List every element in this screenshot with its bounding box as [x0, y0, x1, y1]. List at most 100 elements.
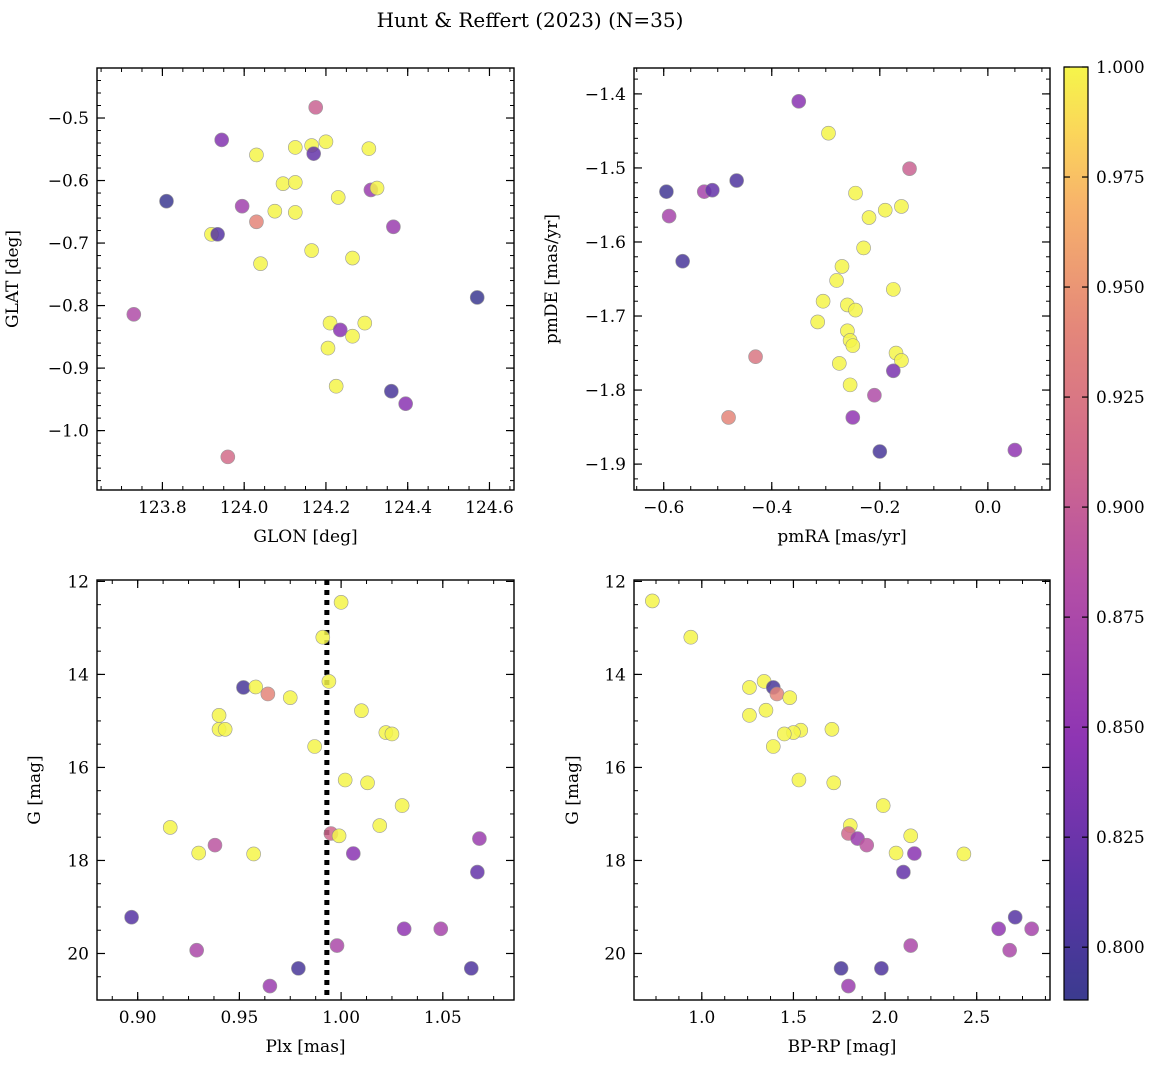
scatter-point [742, 708, 757, 723]
scatter-point [833, 961, 849, 976]
scatter-point [831, 356, 847, 371]
x-tick-label: 123.8 [138, 498, 187, 518]
scatter-point [126, 307, 142, 322]
x-axis-label: pmRA [mas/yr] [777, 527, 906, 547]
y-axis-label: GLAT [deg] [3, 230, 23, 328]
scatter-point [1024, 921, 1039, 937]
colorbar-gradient [1064, 67, 1088, 1000]
scatter-point [214, 132, 229, 148]
scatter-point [1002, 942, 1017, 958]
scatter-point [306, 146, 321, 161]
scatter-point [398, 396, 413, 412]
scatter-point [308, 100, 324, 115]
x-tick-label: 1.05 [424, 1008, 462, 1028]
scatter-point [328, 378, 344, 394]
scatter-point [902, 161, 917, 176]
scatter-point [874, 961, 889, 976]
y-tick-label: 20 [67, 944, 89, 964]
y-tick-label: −1.7 [585, 307, 626, 327]
x-axis-label: Plx [mas] [265, 1037, 345, 1057]
scatter-point [463, 961, 479, 976]
scatter-point [776, 726, 792, 742]
axes-frame [96, 579, 515, 1001]
scatter-point [260, 686, 276, 702]
x-tick-label: 124.6 [465, 498, 514, 518]
scatter-point [372, 818, 388, 833]
y-tick-label: −0.9 [48, 359, 89, 379]
x-tick-label: 2.5 [963, 1008, 990, 1028]
colorbar-tick-label: 0.950 [1096, 278, 1145, 298]
scatter-point [287, 205, 303, 220]
y-tick-label: 16 [604, 758, 626, 778]
scatter-point [758, 702, 774, 718]
scatter-point [333, 595, 349, 610]
scatter-point [246, 846, 261, 862]
scatter-point [331, 828, 347, 844]
y-tick-label: −1.4 [585, 85, 626, 105]
scatter-point [886, 363, 901, 379]
scatter-point [903, 938, 919, 953]
scatter-point [765, 739, 781, 754]
scatter-point [345, 250, 360, 266]
scatter-point [124, 909, 139, 925]
scatter-point [337, 772, 353, 788]
y-tick-label: −1.9 [585, 455, 626, 475]
scatter-point [829, 273, 844, 288]
scatter-point [848, 302, 863, 318]
scatter-point [742, 680, 757, 695]
scatter-point [815, 293, 831, 309]
y-tick-label: 20 [604, 944, 626, 964]
scatter-point [210, 226, 225, 242]
scatter-point [903, 828, 919, 844]
colorbar-tick-label: 0.875 [1096, 608, 1145, 628]
colorbar-frame [1063, 66, 1089, 1001]
scatter-point [345, 328, 360, 344]
scatter-point [369, 180, 385, 196]
scatter-point [659, 184, 674, 199]
scatter-point [287, 175, 303, 190]
y-tick-label: −1.0 [48, 422, 89, 442]
scatter-point [791, 772, 807, 788]
scatter-point [810, 314, 825, 330]
panel-1: 123.8 124.0 124.2 124.4 124.6 −0.5 −0.6 −0.7 −0.… [3, 67, 515, 547]
scatter-point [329, 938, 345, 953]
scatter-point [275, 176, 291, 191]
scatter-point [782, 690, 798, 705]
scatter-point [291, 961, 306, 976]
scatter-point [845, 410, 861, 425]
scatter-point [191, 845, 207, 861]
y-axis-label: G [mag] [25, 755, 45, 824]
colorbar-tick-label: 1.000 [1096, 58, 1145, 78]
scatter-point [875, 798, 891, 813]
scatter-point [834, 259, 850, 274]
scatter-point [307, 739, 322, 754]
y-tick-label: −1.8 [585, 381, 626, 401]
y-tick-label: 12 [604, 572, 626, 592]
scatter-point [848, 185, 863, 201]
scatter-point [888, 845, 904, 861]
scatter-point [826, 775, 842, 791]
colorbar: 0.800 0.825 0.850 0.875 0.900 0.925 0.950 0.975… [1063, 58, 1145, 1001]
scatter-point [896, 864, 911, 880]
y-tick-label: 18 [604, 851, 626, 871]
scatter-point [1007, 442, 1023, 458]
scatter-point [282, 690, 298, 705]
scatter-point [162, 820, 178, 835]
x-tick-label: 1.5 [780, 1008, 807, 1028]
y-tick-label: 16 [67, 758, 89, 778]
scatter-point [287, 140, 303, 155]
scatter-point [386, 219, 401, 235]
x-tick-label: 124.4 [383, 498, 432, 518]
scatter-point [470, 864, 485, 880]
colorbar-tick-label: 0.900 [1096, 498, 1145, 518]
scatter-points [659, 94, 1023, 459]
scatter-point [748, 349, 763, 365]
axes-frame [633, 579, 1051, 1001]
scatter-point [821, 125, 836, 141]
x-tick-label: 124.2 [302, 498, 351, 518]
x-tick-label: −0.6 [643, 498, 684, 518]
scatter-point [357, 315, 373, 331]
y-tick-label: −0.5 [48, 109, 89, 129]
scatter-point [721, 410, 736, 425]
